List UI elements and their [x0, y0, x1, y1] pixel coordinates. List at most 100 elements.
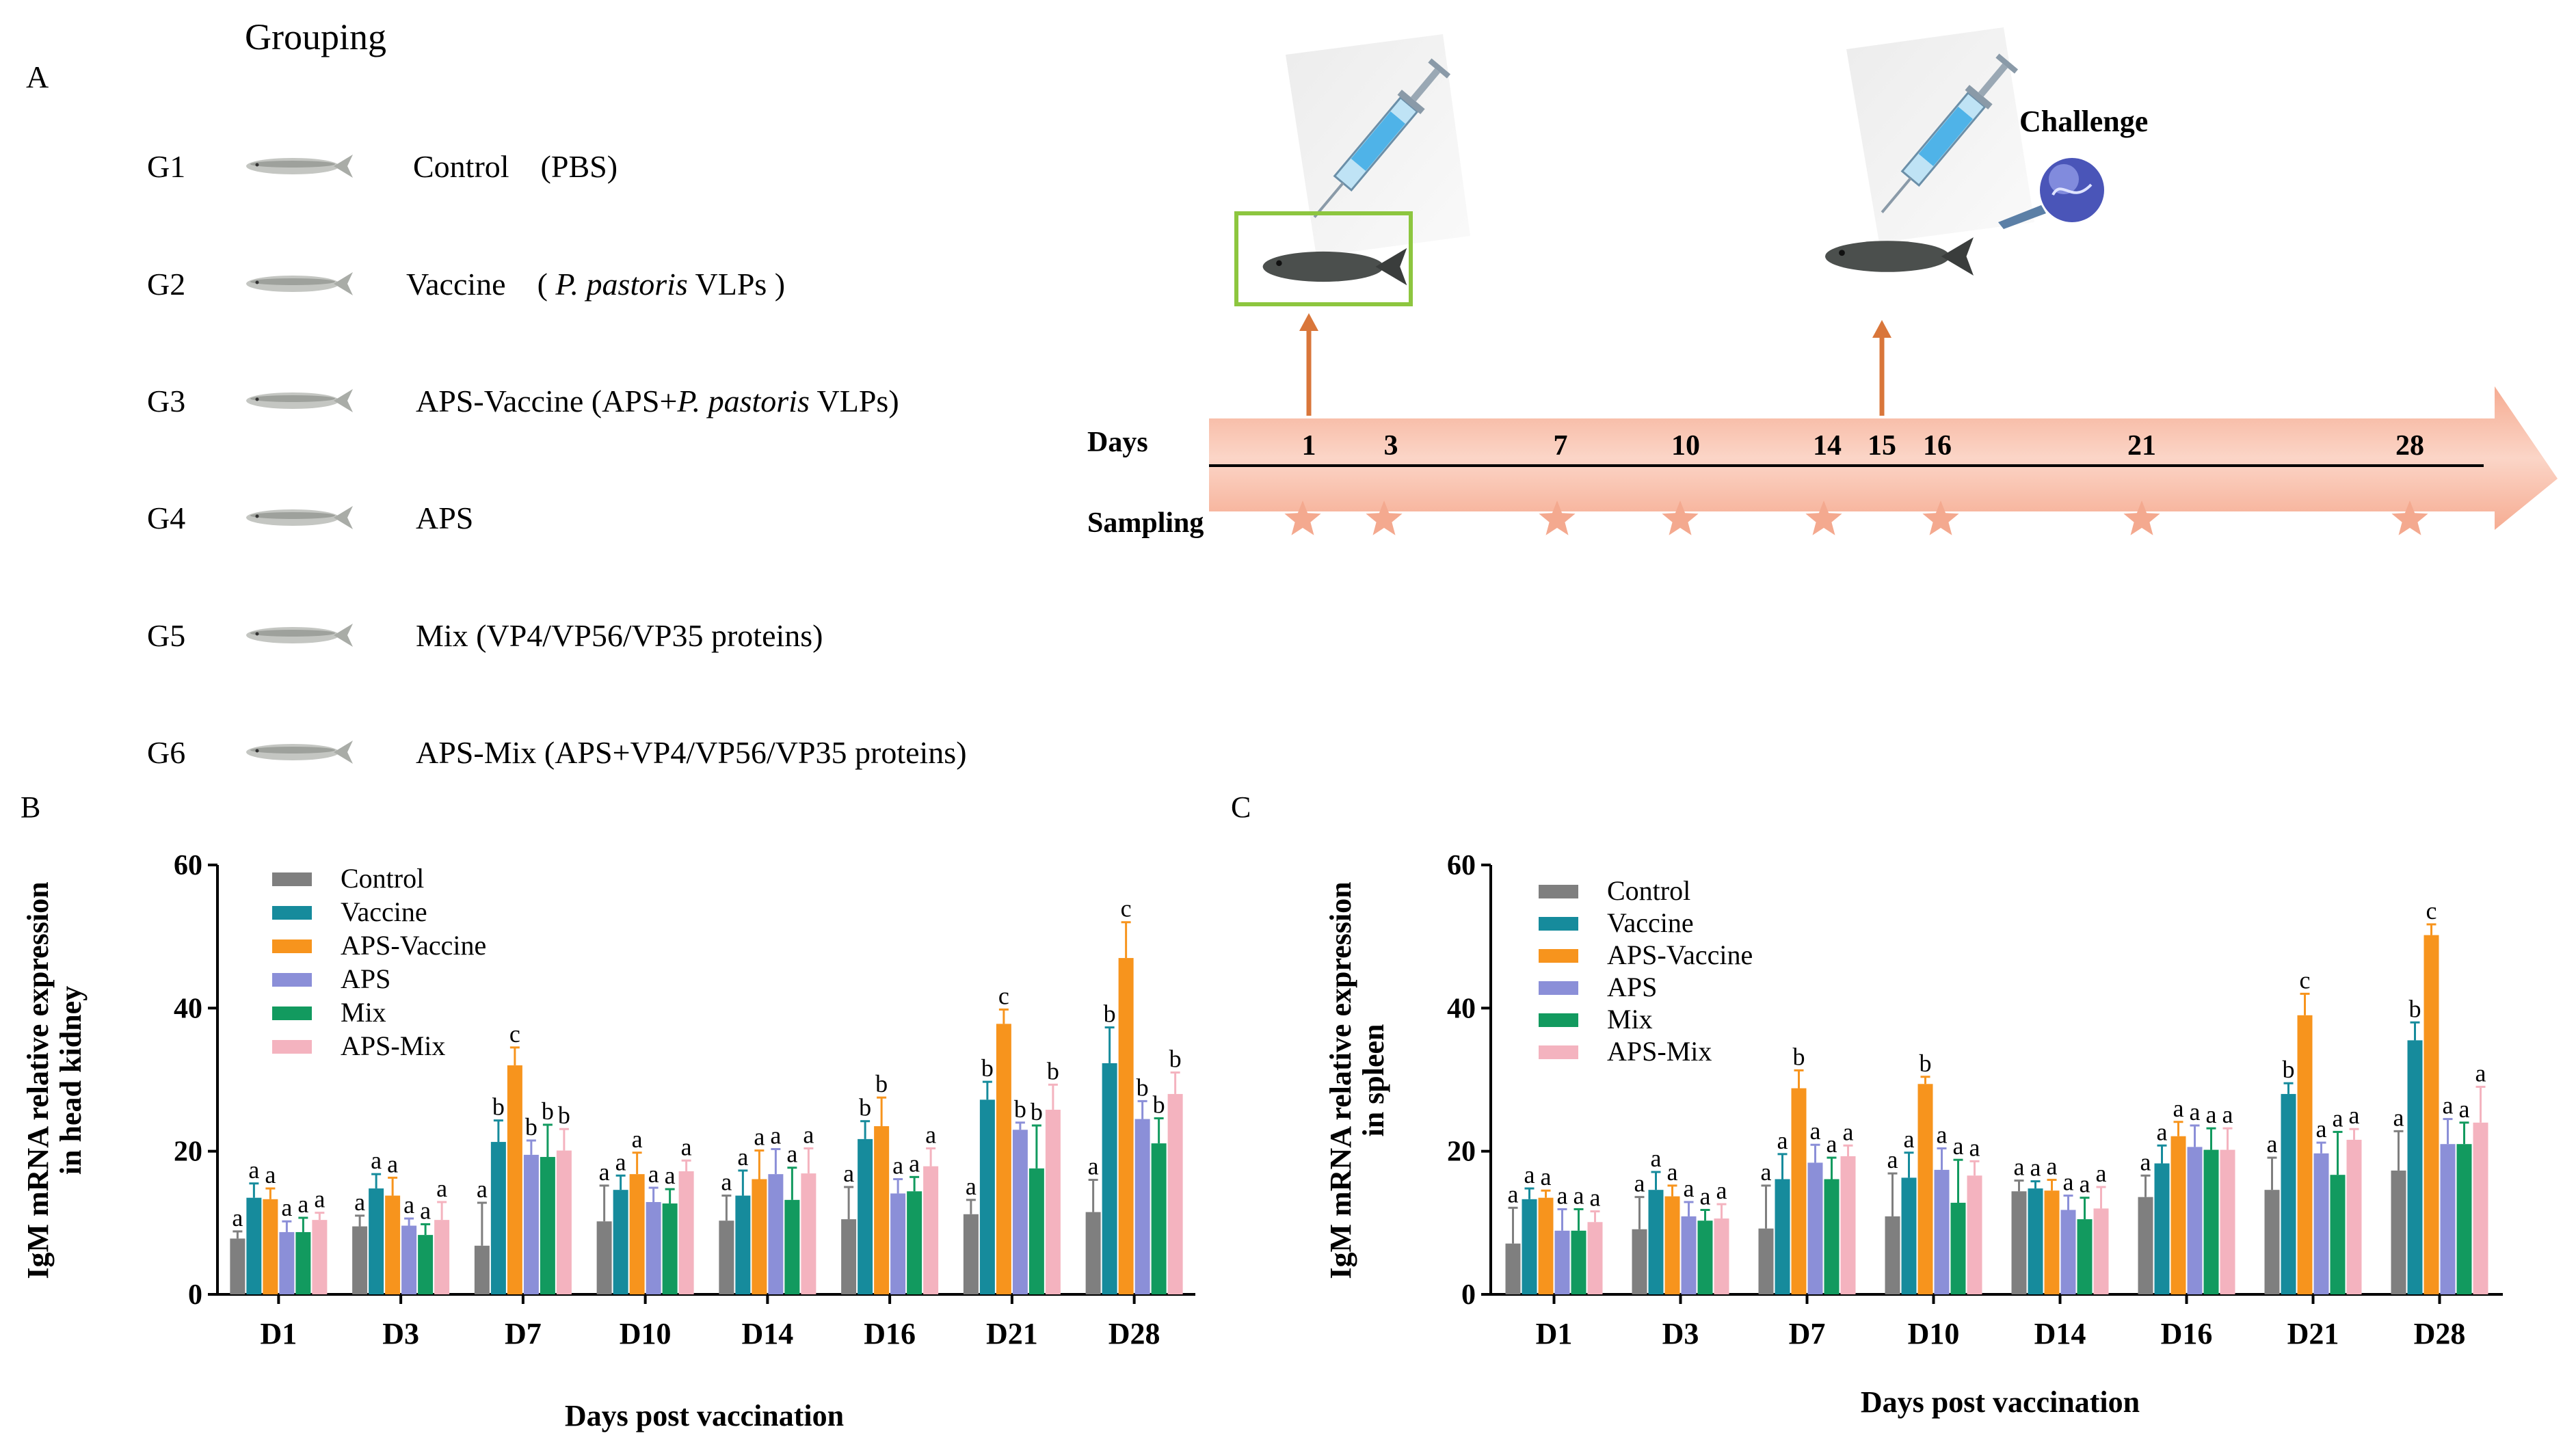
significance-letter: a — [803, 1121, 814, 1148]
legend-swatch — [272, 973, 312, 987]
bar — [2473, 1122, 2488, 1294]
bar — [752, 1179, 767, 1294]
bar — [890, 1193, 906, 1294]
significance-letter: a — [2190, 1098, 2201, 1125]
significance-letter: a — [436, 1175, 447, 1202]
bar — [1045, 1109, 1061, 1294]
significance-letter: a — [2140, 1148, 2151, 1175]
bar — [1151, 1143, 1167, 1294]
significance-letter: a — [354, 1188, 365, 1216]
bar — [858, 1138, 873, 1294]
group-id: G5 — [147, 618, 185, 653]
significance-letter: a — [248, 1156, 259, 1184]
sampling-star — [1366, 501, 1403, 535]
bar — [1681, 1216, 1697, 1294]
bar — [678, 1171, 694, 1294]
bar — [613, 1190, 628, 1294]
x-tick-label: D16 — [2161, 1317, 2213, 1350]
legend-swatch — [1539, 981, 1578, 995]
x-tick-label: D1 — [260, 1317, 297, 1350]
significance-letter: a — [1937, 1121, 1948, 1148]
legend-swatch — [272, 906, 312, 920]
significance-letter: a — [1969, 1134, 1980, 1161]
day-label: 14 — [1813, 430, 1842, 462]
syringe-icon — [1313, 58, 1451, 218]
significance-letter: a — [1508, 1180, 1519, 1208]
x-tick-label: D3 — [382, 1317, 419, 1350]
y-axis-title: IgM mRNA relative expressionin head kidn… — [21, 881, 88, 1279]
bar — [1758, 1228, 1774, 1294]
significance-letter: a — [892, 1151, 903, 1179]
group-id: G2 — [147, 267, 185, 302]
fish-icon — [246, 741, 353, 764]
chart-spleen: 0 20 40 60 IgM mRNA relative expressionin sp… — [1324, 850, 2503, 1419]
significance-letter: c — [509, 1020, 520, 1048]
x-axis-title: Days post vaccination — [1861, 1385, 2140, 1419]
sampling-stars — [1284, 501, 2428, 535]
day-label: 16 — [1923, 430, 1952, 462]
y-tick-label: 0 — [1461, 1279, 1476, 1311]
significance-letter: b — [2409, 995, 2421, 1022]
significance-letter: a — [681, 1133, 692, 1160]
panel-c-letter: C — [1231, 790, 1251, 824]
significance-letter: a — [2393, 1104, 2404, 1131]
significance-letter: a — [2063, 1169, 2074, 1196]
fish-highlight-box — [1234, 211, 1413, 306]
group-description: Vaccine ( P. pastoris VLPs ) — [406, 267, 785, 302]
y-tick-label: 20 — [174, 1136, 202, 1168]
x-tick-label: D14 — [741, 1317, 793, 1350]
bar — [2077, 1219, 2093, 1294]
bar — [1791, 1088, 1807, 1294]
significance-letter: a — [754, 1123, 765, 1151]
legend-swatch — [1539, 885, 1578, 898]
significance-letter: a — [2030, 1154, 2041, 1182]
bar — [874, 1126, 890, 1294]
sampling-label: Sampling — [1087, 507, 1204, 539]
significance-letter: a — [1590, 1184, 1601, 1212]
dark-fish-icon — [1262, 248, 1407, 286]
bar — [540, 1157, 555, 1294]
significance-letter: a — [2475, 1059, 2486, 1087]
significance-letter: b — [1031, 1098, 1043, 1125]
legend-swatch — [272, 872, 312, 886]
bar — [1648, 1190, 1664, 1294]
bar — [996, 1024, 1011, 1294]
significance-letter: a — [1700, 1182, 1711, 1210]
legend-label: Vaccine — [341, 896, 427, 927]
days-label: Days — [1087, 427, 1148, 458]
significance-letter: a — [925, 1121, 936, 1148]
group-row-g3: G3 APS-Vaccine (APS+P. pastoris VLPs) — [147, 384, 899, 418]
x-tick-label: D28 — [2414, 1317, 2466, 1350]
bar — [1522, 1199, 1537, 1294]
sampling-star — [1539, 501, 1576, 535]
group-row-g5: G5 Mix (VP4/VP56/VP35 proteins) — [147, 618, 823, 653]
sampling-star — [1662, 501, 1699, 535]
timeline: Days Sampling 1 3 7 10 14 15 16 21 28 — [1087, 386, 2558, 539]
group-id: G4 — [147, 501, 185, 535]
bar — [923, 1166, 939, 1294]
injection-arrowhead-day1 — [1299, 313, 1318, 331]
bar — [1840, 1156, 1856, 1294]
significance-letter: b — [1153, 1091, 1165, 1119]
significance-letter: b — [525, 1113, 537, 1141]
bar — [1824, 1179, 1840, 1294]
significance-letter: b — [981, 1054, 994, 1082]
legend-swatch — [272, 1007, 312, 1020]
day-labels: 1 3 7 10 14 15 16 21 28 — [1302, 430, 2425, 462]
y-tick-label: 60 — [174, 850, 202, 881]
x-tick-label: D7 — [1789, 1317, 1826, 1350]
bar — [2440, 1144, 2456, 1294]
significance-letter: b — [1104, 1000, 1116, 1028]
significance-letter: b — [1014, 1095, 1026, 1123]
bar — [2011, 1191, 2027, 1294]
challenge-label: Challenge — [2019, 105, 2148, 138]
significance-letter: a — [632, 1125, 643, 1153]
day-label: 3 — [1384, 430, 1398, 462]
bar — [2093, 1208, 2109, 1294]
significance-letter: a — [2173, 1095, 2184, 1122]
legend-label: Mix — [1607, 1004, 1653, 1035]
grouping-title: Grouping — [245, 16, 386, 57]
significance-letter: a — [281, 1194, 292, 1221]
x-tick-label: D7 — [505, 1317, 542, 1350]
bar — [2203, 1149, 2219, 1294]
